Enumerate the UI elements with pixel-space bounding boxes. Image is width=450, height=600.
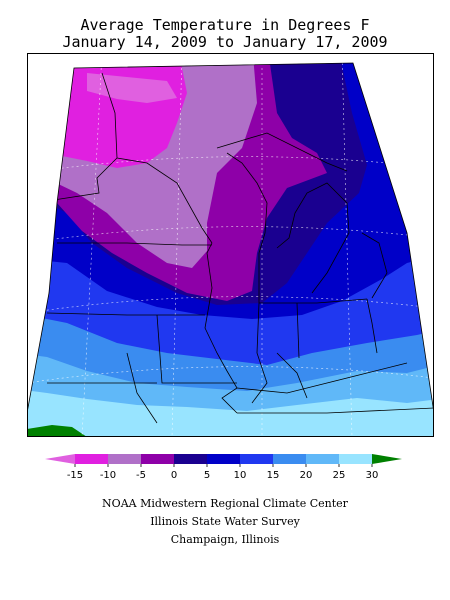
legend-tick-label: -10 (100, 470, 116, 481)
legend-tick-label: 20 (300, 470, 313, 481)
map-title: Average Temperature in Degrees F (80, 16, 370, 34)
legend-tick-label: 30 (366, 470, 379, 481)
legend-tick-label: 0 (171, 470, 177, 481)
legend-tick-label: 5 (204, 470, 210, 481)
map-date-range: January 14, 2009 to January 17, 2009 (62, 33, 388, 51)
legend-arrow-below-min (45, 454, 75, 464)
legend-tick-label: 10 (234, 470, 247, 481)
map-region-outline (27, 62, 434, 437)
legend-tick-label: -5 (136, 470, 146, 481)
legend-cell (75, 454, 108, 464)
legend-cell (306, 454, 339, 464)
legend-tick-label: -15 (67, 470, 83, 481)
map-frame (27, 53, 434, 437)
legend-color-bar (45, 454, 402, 464)
legend-cell (207, 454, 240, 464)
graticule (27, 63, 434, 437)
legend-tick-labels: -15 -10 -5 0 5 10 15 20 25 30 (67, 464, 379, 481)
credit-noaa-mrcc: NOAA Midwestern Regional Climate Center (102, 497, 348, 510)
legend-cell (339, 454, 372, 464)
band-above-30 (27, 425, 87, 437)
legend-tick-label: 25 (333, 470, 346, 481)
legend-tick-label: 15 (267, 470, 280, 481)
legend-arrow-above-max (372, 454, 402, 464)
temperature-map (27, 53, 434, 437)
legend-cell (141, 454, 174, 464)
legend-cell (240, 454, 273, 464)
legend-cell (108, 454, 141, 464)
temperature-legend: -15 -10 -5 0 5 10 15 20 25 30 (45, 454, 402, 481)
state-boundaries (46, 72, 434, 424)
legend-cell (273, 454, 306, 464)
credit-location: Champaign, Illinois (170, 533, 280, 546)
legend-cell (174, 454, 207, 464)
credit-isws: Illinois State Water Survey (150, 515, 300, 528)
